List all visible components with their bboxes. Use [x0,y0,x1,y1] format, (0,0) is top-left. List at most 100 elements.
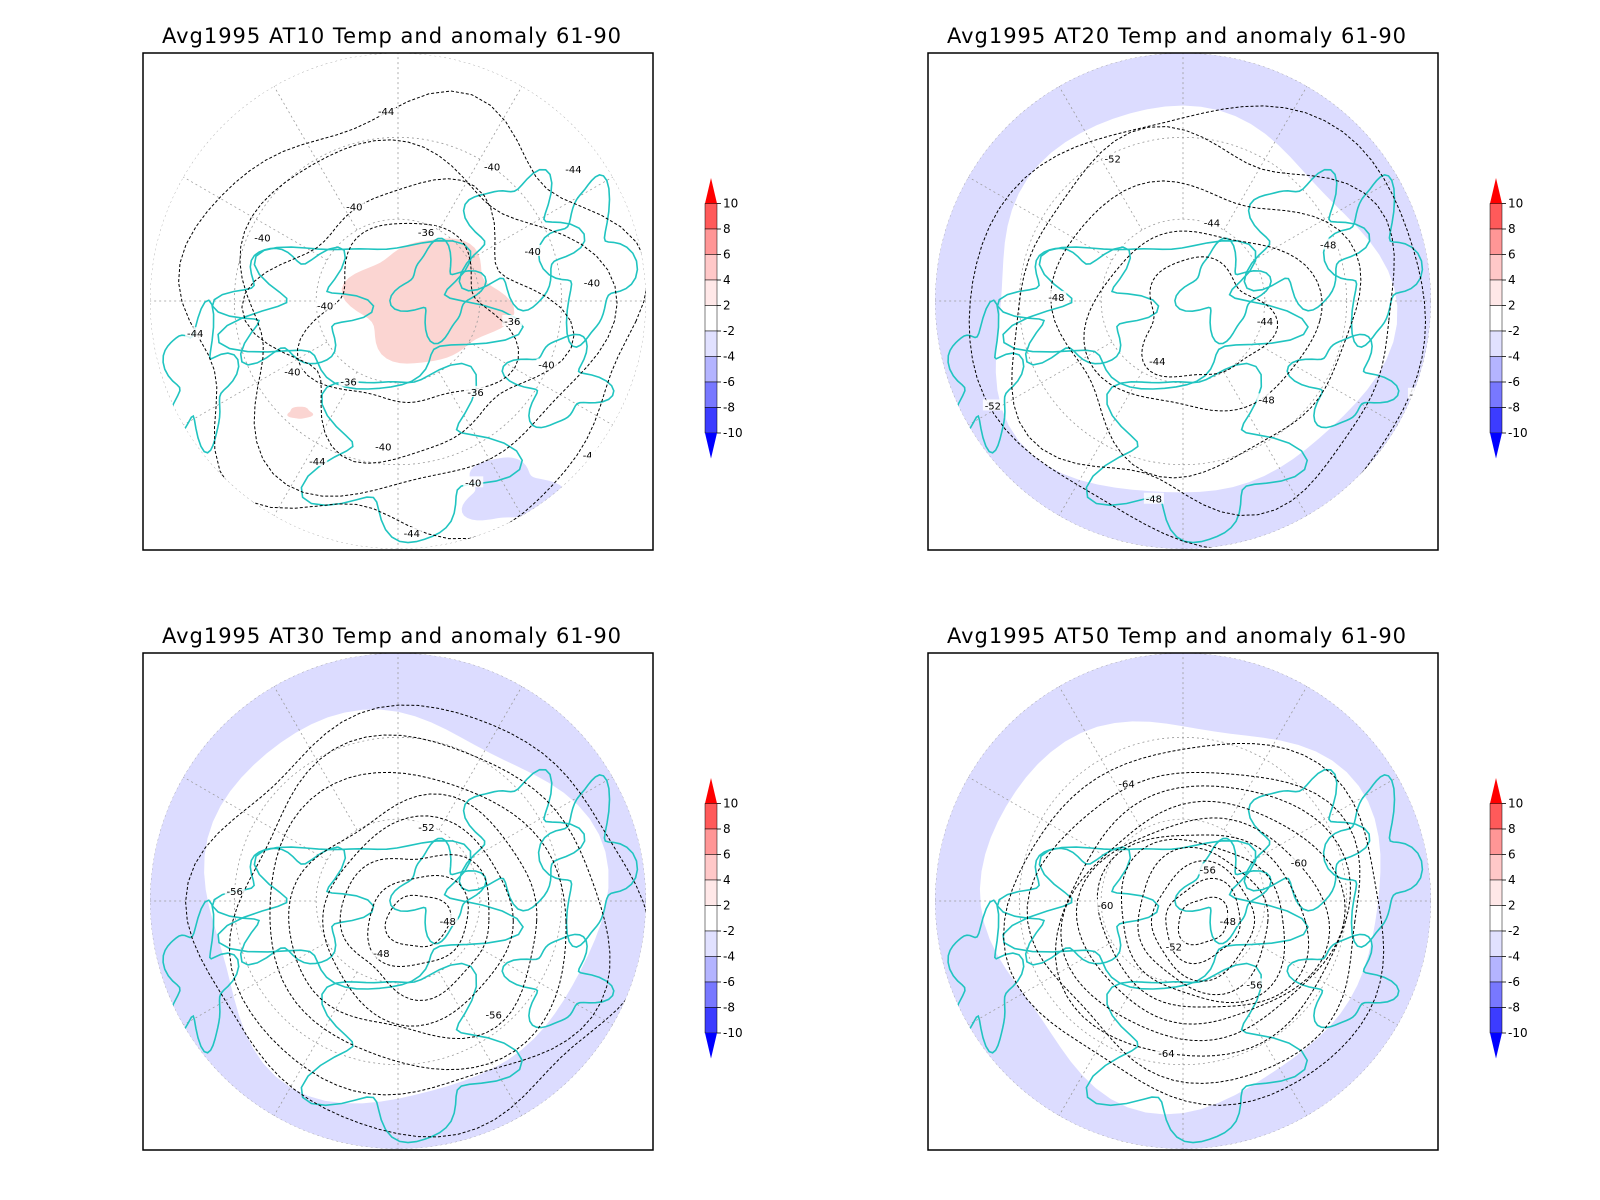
colorbar-label: -8 [1508,1001,1520,1015]
colorbar-label: -2 [1508,924,1520,938]
colorbar-segment [1489,930,1503,957]
colorbar-segment [1489,879,1503,906]
colorbar-label: 4 [1508,273,1516,287]
contour-label: -48 [1320,241,1336,252]
coastline [1002,239,1309,390]
colorbar-label: -4 [1508,350,1520,364]
coastline [1286,933,1400,1029]
contour-line [322,815,514,1027]
colorbar-segment [704,356,718,383]
panel-frame [142,652,654,1151]
contour-label: -48 [1048,293,1064,304]
coastline [1322,774,1424,948]
contour-line [1121,838,1285,1004]
colorbar-label: 2 [723,899,731,913]
contour-line [1060,800,1346,1042]
coastline [947,899,1025,1054]
colorbar-segment [1489,905,1503,932]
contour-line [296,222,520,404]
contour-line [1137,846,1269,996]
colorbar-segment [704,879,718,906]
temperature-contours [1003,742,1385,1106]
contour-label-bg [1288,856,1309,868]
contour-label: -40 [465,478,481,489]
coastline [162,899,240,1054]
contour-label: -44 [565,165,581,176]
colorbar-label: -8 [723,401,735,415]
contour-label: -36 [504,317,520,328]
contour-label-bg [1147,354,1168,366]
colorbar-segment [704,407,718,434]
coastline [501,933,615,1029]
contour-label: -40 [584,279,600,290]
contour-label-bg [465,385,486,397]
contour-label: -44 [1257,317,1273,328]
contour-label-bg [1201,216,1222,228]
colorbar-segment [704,905,718,932]
colorbar-label: -4 [723,950,735,964]
contour-label-bg [580,449,601,461]
colorbar-segment [704,828,718,855]
colorbar-label: 8 [1508,222,1516,236]
coastline [217,239,524,390]
contour-line [1150,860,1256,982]
contour-label: -44 [1204,218,1220,229]
contour-line [288,793,538,1040]
coastlines [162,168,639,544]
contour-label: -36 [340,378,356,389]
contour-label: -48 [440,917,456,928]
colorbar-segment [1489,981,1503,1008]
map-content: -44 -44 -44 -48 -48 -48 -48 -52 -52 -52 [935,53,1431,549]
contour-label-bg [1217,915,1238,926]
coastline [1085,962,1309,1144]
contour-label-bg [1244,978,1265,990]
polar-map: -36 -36 -36 -36 -40 -40 -40 -40 -40 -40 -40 -40 -40 -… [142,52,654,551]
colorbar-label: -10 [1508,426,1528,440]
contour-label-bg [1143,492,1164,504]
contour-line [1165,877,1241,965]
panel-frame [927,52,1439,551]
colorbar: 10 8 6 4 2 -2 -4 -6 -8 -10 [1489,178,1528,459]
contour-line [178,90,646,540]
coastline [501,333,615,429]
contour-label: -36 [467,388,483,399]
contour-label: -40 [284,367,300,378]
map-panel-at50: Avg1995 AT50 Temp and anomaly 61-90 -48-… [927,624,1528,1151]
colorbar-arrow-bottom [705,433,717,459]
warm-anomaly-patch [341,238,515,364]
contour-label-bg [1318,238,1339,250]
colorbar-segment [1489,803,1503,830]
colorbar-segment [1489,381,1503,408]
colorbar-segment [1489,330,1503,357]
map-panel-at10: Avg1995 AT10 Temp and anomaly 61-90 -36-… [142,24,743,551]
colorbar-segment [1489,203,1503,230]
colorbar-segment [1489,228,1503,255]
contour-label: -44 [404,529,420,540]
panel-title: Avg1995 AT30 Temp and anomaly 61-90 [162,624,622,648]
colorbar-arrow-top [705,778,717,804]
colorbar-arrow-top [705,178,717,204]
colorbar-label: 6 [1508,248,1516,262]
contour-label-bg [1095,898,1116,910]
contour-label-bg [338,375,359,387]
contour-label: -44 [187,329,203,340]
colorbar-segment [1489,407,1503,434]
contour-label: -64 [1118,779,1134,790]
contour-label-bg [563,162,584,174]
contour-label-bg [307,455,328,467]
coastlines [947,768,1424,1144]
colorbar-label: 2 [1508,899,1516,913]
panel-frame [142,52,654,551]
contour-label: -56 [1246,980,1262,991]
colorbar-label: 6 [723,248,731,262]
contour-label-bg [282,365,303,377]
colorbar-label: -6 [723,975,735,989]
contour-line [1141,256,1279,378]
colorbar-arrow-top [1490,178,1502,204]
contour-label-bg [401,526,422,538]
contour-label-bg [373,440,394,452]
coastline [300,362,524,544]
coastline [1174,237,1272,345]
colorbar-label: -6 [1508,975,1520,989]
colorbar-arrow-bottom [1490,433,1502,459]
